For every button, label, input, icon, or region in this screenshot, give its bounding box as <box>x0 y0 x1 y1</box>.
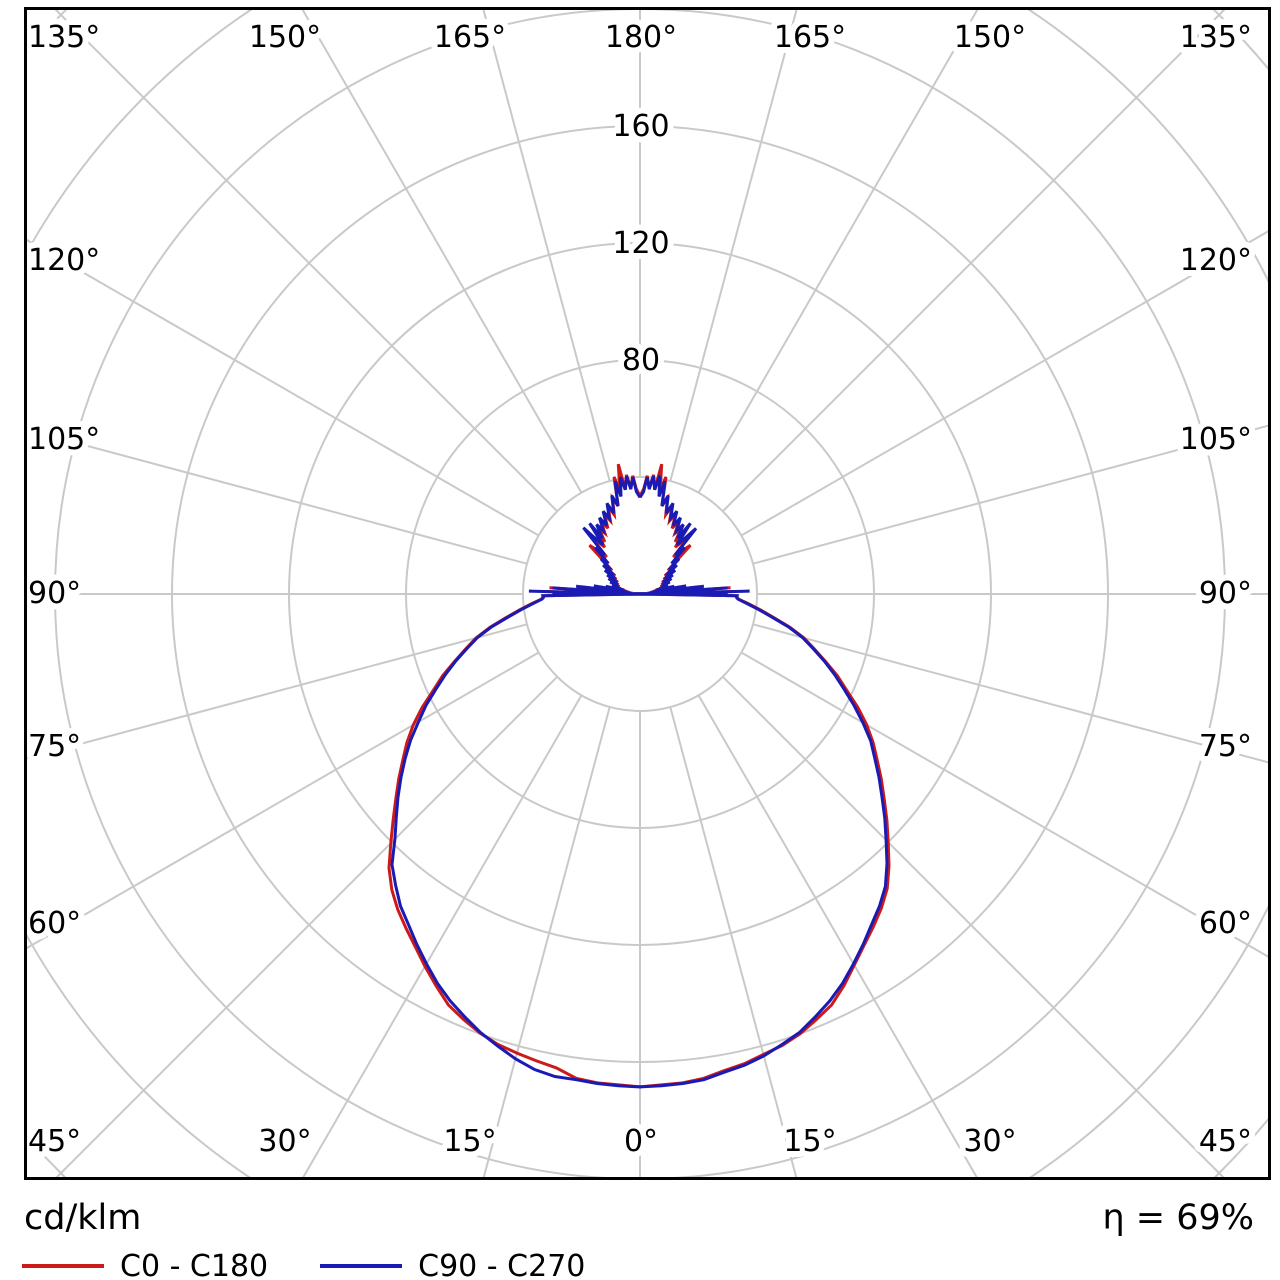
angle-label: 30° <box>963 1124 1016 1159</box>
grid-ray <box>669 706 798 1177</box>
angle-label: 135° <box>1180 20 1252 55</box>
legend-item: C0 - C180 <box>22 1248 268 1280</box>
grid-ray <box>27 651 540 950</box>
grid-ray <box>54 10 559 513</box>
grid-ray <box>302 694 583 1177</box>
grid-ray <box>669 10 798 482</box>
angle-label: 15° <box>783 1124 836 1159</box>
angle-label: 165° <box>434 20 506 55</box>
legend-label: C90 - C270 <box>418 1248 586 1280</box>
grid-ray <box>740 230 1268 537</box>
legend: C0 - C180 C90 - C270 <box>22 1248 585 1280</box>
angle-label: 60° <box>28 906 81 941</box>
polar-chart-svg: 80 120 160 135° 150° 165° 180° 165° 150° 135° 120°… <box>22 7 1271 1180</box>
grid-ray <box>301 10 583 494</box>
angle-label: 150° <box>954 20 1026 55</box>
angle-label: 0° <box>624 1124 658 1159</box>
angle-label: 30° <box>258 1124 311 1159</box>
angle-label: 105° <box>1180 422 1252 457</box>
radial-tick-label: 80 <box>622 343 660 378</box>
angle-label: 90° <box>28 576 81 611</box>
angle-label: 105° <box>28 422 100 457</box>
grid-ray <box>27 428 528 565</box>
grid-ray <box>27 623 528 760</box>
grid-ray <box>721 675 1225 1177</box>
polar-grid <box>27 10 1268 1177</box>
legend-line-swatch <box>320 1264 403 1268</box>
legend-item: C90 - C270 <box>320 1248 585 1280</box>
radial-tick-label: 160 <box>612 109 669 144</box>
angle-label: 120° <box>1180 243 1252 278</box>
polar-chart: 80 120 160 135° 150° 165° 180° 165° 150° 135° 120°… <box>22 7 1271 1180</box>
angle-label: 120° <box>28 243 100 278</box>
axis-labels: 80 120 160 135° 150° 165° 180° 165° 150° 135° 120°… <box>22 14 1258 1165</box>
grid-ray <box>697 694 978 1177</box>
units-label: cd/klm <box>24 1198 142 1238</box>
angle-label: 90° <box>1199 576 1252 611</box>
curve-c90-c270 <box>390 475 889 1089</box>
angle-label: 60° <box>1199 906 1252 941</box>
grid-ray <box>697 10 979 494</box>
grid-ray <box>55 675 559 1177</box>
angle-label: 45° <box>28 1124 81 1159</box>
angle-label: 75° <box>1199 729 1252 764</box>
grid-ray <box>482 10 611 482</box>
angle-label: 180° <box>605 20 677 55</box>
angle-label: 75° <box>28 729 81 764</box>
grid-ray <box>27 238 540 537</box>
radial-tick-label: 120 <box>612 226 669 261</box>
angle-label: 135° <box>28 20 100 55</box>
grid-ray <box>482 706 611 1177</box>
angle-label: 45° <box>1199 1124 1252 1159</box>
efficiency-label: η = 69% <box>1102 1198 1254 1238</box>
grid-ray <box>721 10 1226 513</box>
legend-label: C0 - C180 <box>120 1248 269 1280</box>
grid-ray <box>752 424 1268 565</box>
grid-ray <box>752 623 1268 764</box>
angle-label: 165° <box>774 20 846 55</box>
legend-line-swatch <box>22 1264 104 1268</box>
grid-ray <box>740 651 1268 958</box>
angle-label: 150° <box>249 20 321 55</box>
angle-label: 15° <box>443 1124 496 1159</box>
plot-border <box>24 7 1271 1180</box>
